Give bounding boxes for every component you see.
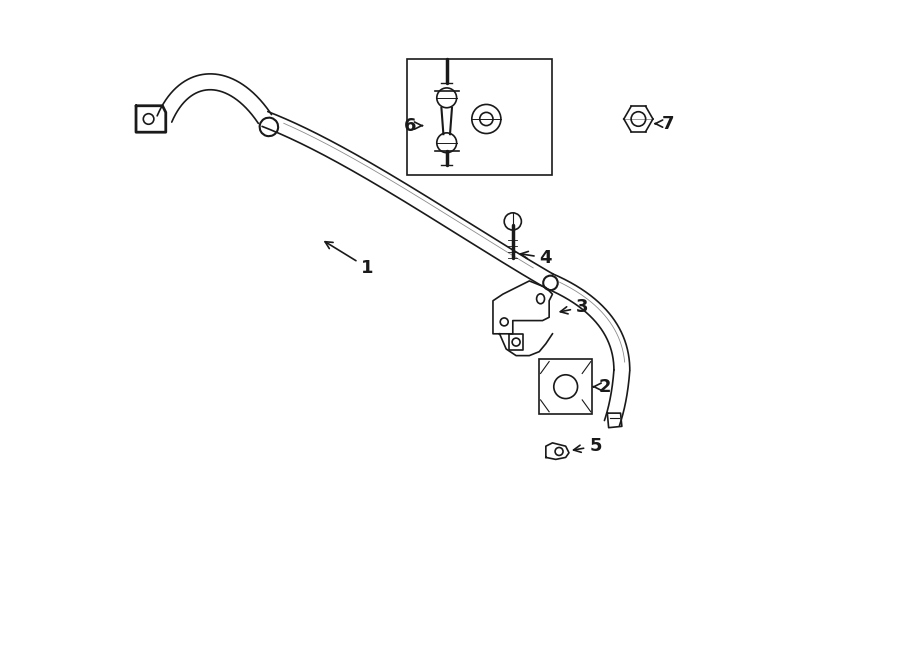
Text: 5: 5 [573, 437, 602, 455]
FancyBboxPatch shape [539, 359, 592, 414]
Text: 4: 4 [521, 249, 552, 267]
Text: 6: 6 [404, 116, 422, 135]
Text: 2: 2 [593, 377, 612, 396]
Text: 7: 7 [655, 114, 674, 133]
Text: 3: 3 [561, 298, 589, 317]
Bar [407, 59, 553, 175]
Text: 1: 1 [325, 242, 374, 277]
